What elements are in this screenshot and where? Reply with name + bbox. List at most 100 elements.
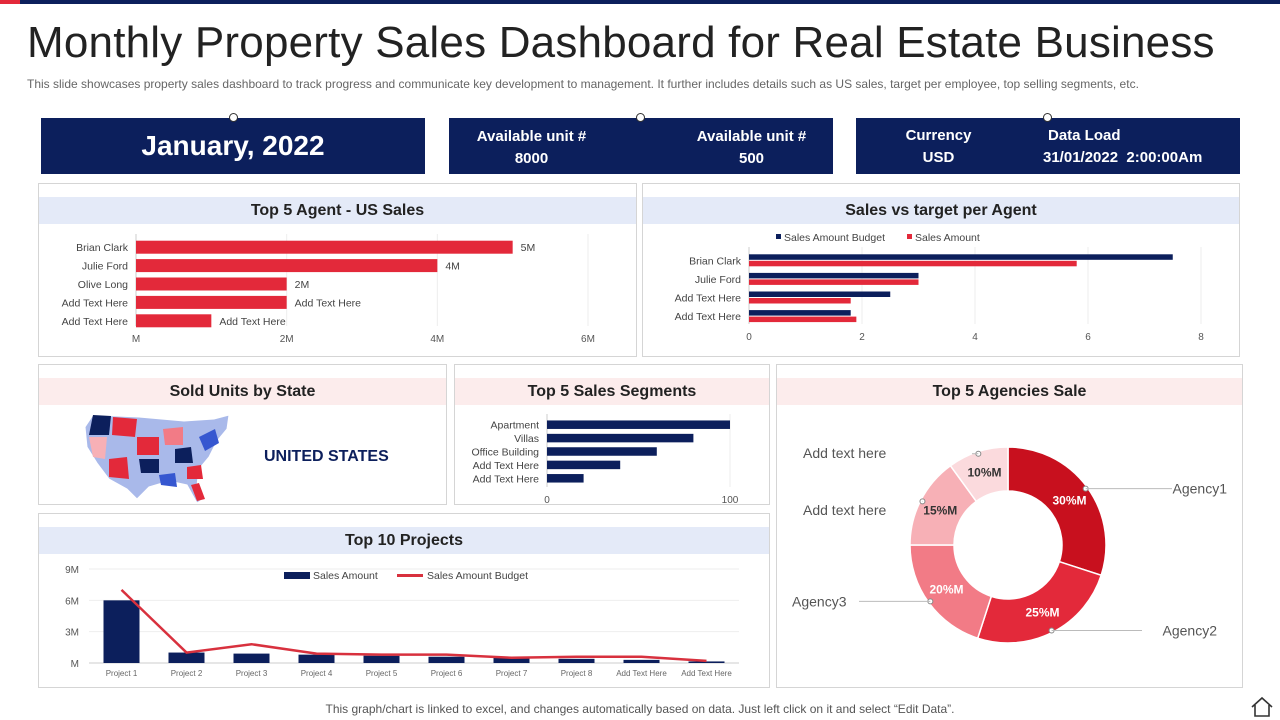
panel-title: Top 10 Projects [39, 527, 769, 554]
bar [428, 656, 465, 663]
home-icon[interactable] [1250, 696, 1274, 718]
y-category-label: Add Text Here [62, 297, 129, 309]
bar [688, 661, 725, 663]
bar [136, 314, 212, 328]
projects-chart[interactable]: M 3M 6M 9M Project 1 Project 2 Project 3 Projec… [39, 514, 769, 687]
legend-label: Sales Amount [313, 570, 378, 582]
available-units-card: Available unit # 8000 Available unit # 5… [449, 113, 833, 174]
slice-label: Add text here [803, 445, 886, 461]
panel-title: Top 5 Sales Segments [455, 378, 769, 405]
panel-title: Top 5 Agent - US Sales [39, 197, 636, 224]
x-tick-label: 0 [544, 495, 550, 504]
y-category-label: Villas [514, 433, 539, 445]
legend-swatch [907, 234, 912, 239]
us-sales-panel: Top 5 Agent - US Sales M 2M 4M 6M Brian Clar… [38, 183, 637, 357]
x-tick-label: 2 [859, 332, 865, 343]
donut-slice [976, 560, 1103, 644]
x-tick-label: 6 [1085, 332, 1091, 343]
x-tick-label: 100 [722, 495, 739, 504]
bar [363, 655, 400, 663]
y-category-label: Brian Clark [76, 242, 129, 254]
y-category-label: Olive Long [78, 279, 128, 291]
slice-label: Agency2 [1163, 623, 1218, 639]
agencies-panel: Top 5 Agencies Sale 30%M Agency1 25%M Agenc… [776, 364, 1243, 688]
available-unit-value: 8000 [514, 150, 549, 167]
y-category-label: Julie Ford [695, 274, 741, 286]
segments-panel: Top 5 Sales Segments 0 100 Apartment Villas… [454, 364, 770, 505]
data-label: 2M [295, 279, 310, 291]
y-category-label: Julie Ford [82, 261, 128, 273]
bar [547, 433, 694, 443]
x-tick-label: 2M [280, 334, 294, 345]
x-tick-label: M [132, 334, 140, 345]
agencies-chart[interactable]: 30%M Agency1 25%M Agency2 20%M Agency3 15%M Add… [777, 365, 1242, 687]
x-tick-label: 0 [746, 332, 752, 343]
bar [168, 652, 205, 663]
bar [233, 653, 270, 663]
bar [623, 659, 660, 663]
x-category-label: Project 1 [106, 669, 138, 678]
bar [547, 447, 657, 456]
legend-swatch [776, 234, 781, 239]
data-label: 10%M [968, 466, 1002, 480]
legend-label: Sales Amount Budget [784, 232, 885, 244]
legend-label: Sales Amount [915, 232, 980, 244]
slice-label: Agency3 [792, 593, 847, 609]
available-unit-value: 500 [738, 150, 765, 167]
x-tick-label: 6M [581, 334, 595, 345]
y-tick-label: 3M [65, 628, 79, 639]
bar [547, 460, 621, 470]
y-category-label: Add Text Here [675, 293, 742, 305]
slice-label: Agency1 [1173, 481, 1228, 497]
dataload-label: Data Load [1048, 127, 1121, 144]
y-category-label: Office Building [471, 447, 539, 459]
page-title: Monthly Property Sales Dashboard for Rea… [27, 18, 1215, 67]
currency-dataload-card: Currency USD Data Load 31/01/2022 2:00:0… [856, 113, 1240, 174]
bar [298, 654, 335, 663]
x-tick-label: 8 [1198, 332, 1204, 343]
us-sales-chart[interactable]: M 2M 4M 6M Brian Clark 5M Julie Ford 4M Olive Lo… [39, 184, 636, 356]
x-tick-label: 4M [430, 334, 444, 345]
bar [136, 240, 513, 254]
data-label: 20%M [930, 583, 964, 597]
bar [749, 254, 1173, 260]
top-accent-bar [0, 0, 1280, 4]
bar [547, 474, 584, 483]
y-tick-label: M [71, 659, 79, 670]
bar [558, 658, 595, 663]
bar [136, 277, 287, 291]
bar [749, 310, 851, 316]
y-category-label: Add Text Here [473, 473, 540, 485]
bar [547, 420, 730, 429]
sales-vs-target-panel: Sales vs target per Agent 0 2 4 6 8 Brian Cla… [642, 183, 1240, 357]
data-label: 5M [521, 242, 536, 254]
slice-label: Add text here [803, 502, 886, 518]
panel-title: Top 5 Agencies Sale [777, 378, 1242, 405]
sold-units-panel: Sold Units by State UNITED STATES [38, 364, 447, 505]
month-value: January, 2022 [141, 130, 325, 161]
us-map[interactable] [79, 407, 239, 507]
bar [493, 657, 530, 663]
projects-panel: Top 10 Projects M 3M 6M 9M Project 1 Project … [38, 513, 770, 688]
x-tick-label: 4 [972, 332, 978, 343]
bar [749, 260, 1077, 267]
legend-swatch [397, 574, 423, 577]
y-tick-label: 6M [65, 596, 79, 607]
x-category-label: Project 7 [496, 669, 528, 678]
sales-vs-target-chart[interactable]: 0 2 4 6 8 Brian Clark Julie Ford Add Text Here A… [643, 184, 1239, 356]
x-category-label: Project 5 [366, 669, 398, 678]
data-label: 25%M [1025, 606, 1059, 620]
budget-line [120, 588, 707, 663]
map-label: UNITED STATES [264, 448, 389, 465]
bar [749, 316, 857, 323]
x-category-label: Project 3 [236, 669, 268, 678]
donut-slice [949, 446, 1009, 503]
currency-label: Currency [905, 127, 972, 144]
y-category-label: Brian Clark [689, 255, 742, 267]
panel-title: Sold Units by State [39, 378, 446, 405]
x-category-label: Project 4 [301, 669, 333, 678]
bar [136, 295, 287, 309]
x-category-label: Project 8 [561, 669, 593, 678]
bar [749, 298, 851, 304]
